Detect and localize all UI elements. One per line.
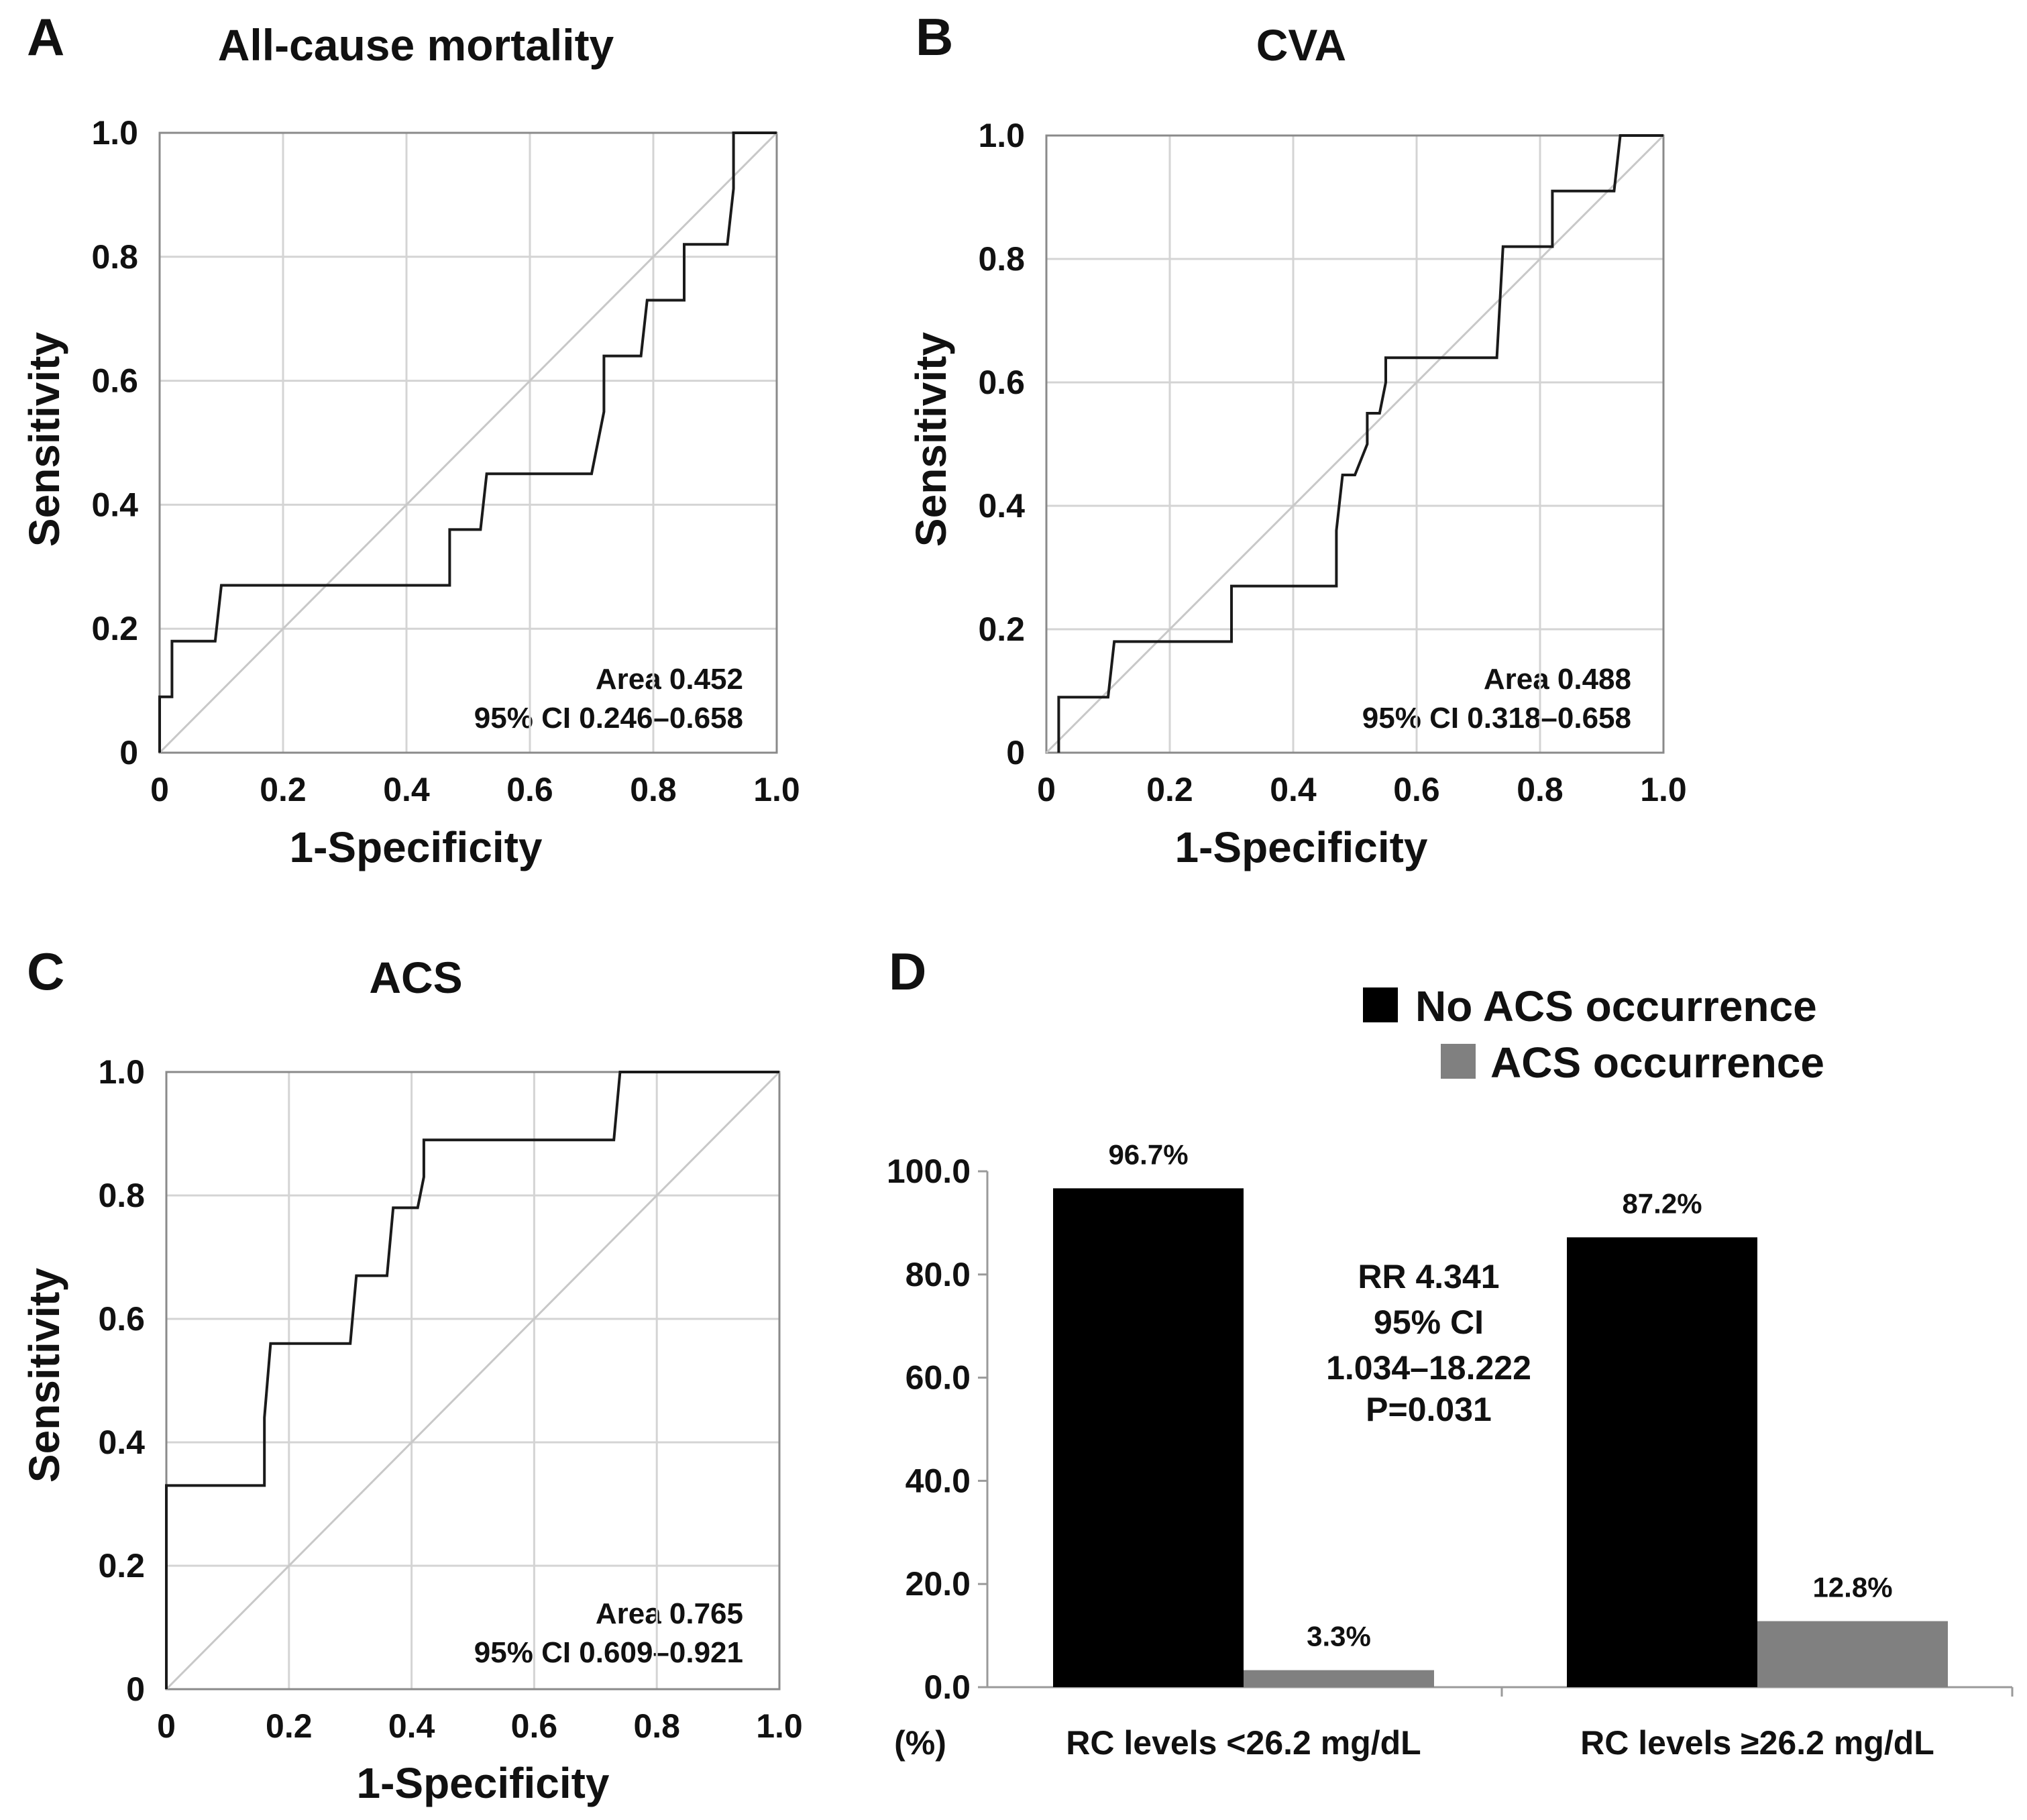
bar-value-label: 96.7%	[1108, 1138, 1188, 1170]
panel-c-y-label: Sensitivity	[20, 1268, 68, 1483]
legend-swatch-acs	[1441, 1044, 1476, 1079]
category-label: RC levels ≥26.2 mg/dL	[1580, 1724, 1934, 1762]
y-tick-label: 40.0	[906, 1462, 971, 1499]
panel-a-title: All-cause mortality	[218, 20, 614, 70]
legend-swatch-no-acs	[1363, 987, 1398, 1022]
panel-b-ci-annotation: 95% CI 0.318–0.658	[1362, 702, 1631, 735]
x-tick-label: 1.0	[1640, 771, 1687, 808]
y-tick-label: 1.0	[91, 114, 138, 152]
panel-b-title: CVA	[1256, 20, 1346, 70]
panel-c: C ACS 1-Specificity Sensitivity Area 0.7…	[20, 942, 803, 1807]
category-label: RC levels <26.2 mg/dL	[1066, 1724, 1421, 1762]
x-tick-label: 0	[157, 1707, 176, 1745]
x-tick-label: 0.4	[383, 771, 430, 808]
x-tick-label: 1.0	[756, 1707, 803, 1745]
y-tick-label: 0.2	[91, 610, 138, 647]
panel-letter-c: C	[27, 942, 64, 1001]
plot-frame	[1045, 134, 1665, 754]
y-tick-label: 0.4	[91, 486, 138, 523]
y-tick-label: 0.8	[978, 240, 1025, 278]
reference-diagonal	[1045, 134, 1665, 754]
x-tick-label: 0.4	[388, 1707, 435, 1745]
y-tick-label: 0.8	[91, 238, 138, 276]
y-tick-label: 100.0	[887, 1153, 971, 1190]
panel-a-x-label: 1-Specificity	[289, 823, 542, 871]
panel-d-y-unit: (%)	[894, 1724, 946, 1762]
y-tick-label: 0.2	[98, 1547, 145, 1585]
x-tick-label: 0.2	[260, 771, 307, 808]
panel-a-y-label: Sensitivity	[20, 332, 68, 547]
panel-a-ci-annotation: 95% CI 0.246–0.658	[474, 702, 743, 735]
y-tick-label: 0	[119, 734, 138, 771]
bar-value-label: 3.3%	[1307, 1621, 1371, 1652]
bar	[1053, 1188, 1244, 1687]
y-tick-label: 0	[1006, 734, 1025, 771]
roc-curve	[1057, 134, 1663, 753]
x-tick-label: 0.4	[1270, 771, 1317, 808]
y-tick-label: 20.0	[906, 1565, 971, 1603]
rr-ci-range: 1.034–18.222	[1326, 1349, 1531, 1387]
y-tick-label: 0.0	[924, 1668, 971, 1706]
y-tick-label: 1.0	[98, 1053, 145, 1091]
bar	[1757, 1621, 1948, 1687]
panel-a: A All-cause mortality 1-Specificity Sens…	[20, 7, 800, 871]
legend-label-no-acs: No ACS occurrence	[1415, 982, 1817, 1030]
reference-diagonal	[158, 131, 778, 754]
panel-c-area-annotation: Area 0.765	[596, 1597, 743, 1630]
panel-letter-d: D	[889, 942, 926, 1001]
bar	[1244, 1670, 1434, 1687]
panel-b: B CVA 1-Specificity Sensitivity Area 0.4…	[907, 7, 1687, 871]
x-tick-label: 0.6	[511, 1707, 558, 1745]
x-tick-label: 0	[150, 771, 169, 808]
rr-annotation: RR 4.341	[1358, 1258, 1499, 1295]
legend-label-acs: ACS occurrence	[1490, 1038, 1824, 1087]
x-tick-label: 0.6	[506, 771, 553, 808]
x-tick-label: 0.2	[1146, 771, 1193, 808]
x-tick-label: 0.8	[633, 1707, 680, 1745]
plot-frame	[158, 131, 778, 754]
panel-b-area-annotation: Area 0.488	[1484, 663, 1631, 696]
y-tick-label: 0.4	[978, 487, 1025, 525]
plot-frame	[165, 1071, 781, 1691]
roc-curve	[165, 1071, 779, 1689]
y-tick-label: 0	[126, 1670, 145, 1708]
roc-curve	[158, 131, 777, 753]
panel-a-area-annotation: Area 0.452	[596, 663, 743, 696]
panel-c-ci-annotation: 95% CI 0.609–0.921	[474, 1636, 743, 1669]
y-tick-label: 0.4	[98, 1424, 145, 1461]
x-tick-label: 0	[1037, 771, 1056, 808]
panel-letter-a: A	[27, 7, 64, 66]
y-tick-label: 1.0	[978, 117, 1025, 154]
panel-c-x-label: 1-Specificity	[356, 1759, 609, 1807]
y-tick-label: 0.8	[98, 1177, 145, 1214]
y-tick-label: 0.6	[978, 364, 1025, 401]
panel-b-x-label: 1-Specificity	[1174, 823, 1427, 871]
x-tick-label: 0.8	[630, 771, 677, 808]
y-tick-label: 80.0	[906, 1256, 971, 1293]
panel-b-y-label: Sensitivity	[907, 332, 955, 547]
bar-value-label: 12.8%	[1812, 1572, 1892, 1603]
bar	[1567, 1237, 1757, 1687]
x-tick-label: 0.6	[1393, 771, 1440, 808]
x-tick-label: 1.0	[753, 771, 800, 808]
panel-d: D No ACS occurrence ACS occurrence (%) R…	[887, 942, 2014, 1762]
y-tick-label: 0.6	[91, 362, 138, 400]
y-tick-label: 0.6	[98, 1300, 145, 1338]
panel-letter-b: B	[916, 7, 953, 66]
reference-diagonal	[165, 1071, 781, 1691]
rr-ci-label: 95% CI	[1374, 1303, 1484, 1341]
y-tick-label: 0.2	[978, 610, 1025, 648]
panel-c-title: ACS	[369, 953, 462, 1002]
rr-p-value: P=0.031	[1366, 1391, 1492, 1428]
bar-value-label: 87.2%	[1622, 1187, 1702, 1219]
y-tick-label: 60.0	[906, 1359, 971, 1397]
x-tick-label: 0.2	[266, 1707, 313, 1745]
x-tick-label: 0.8	[1517, 771, 1564, 808]
